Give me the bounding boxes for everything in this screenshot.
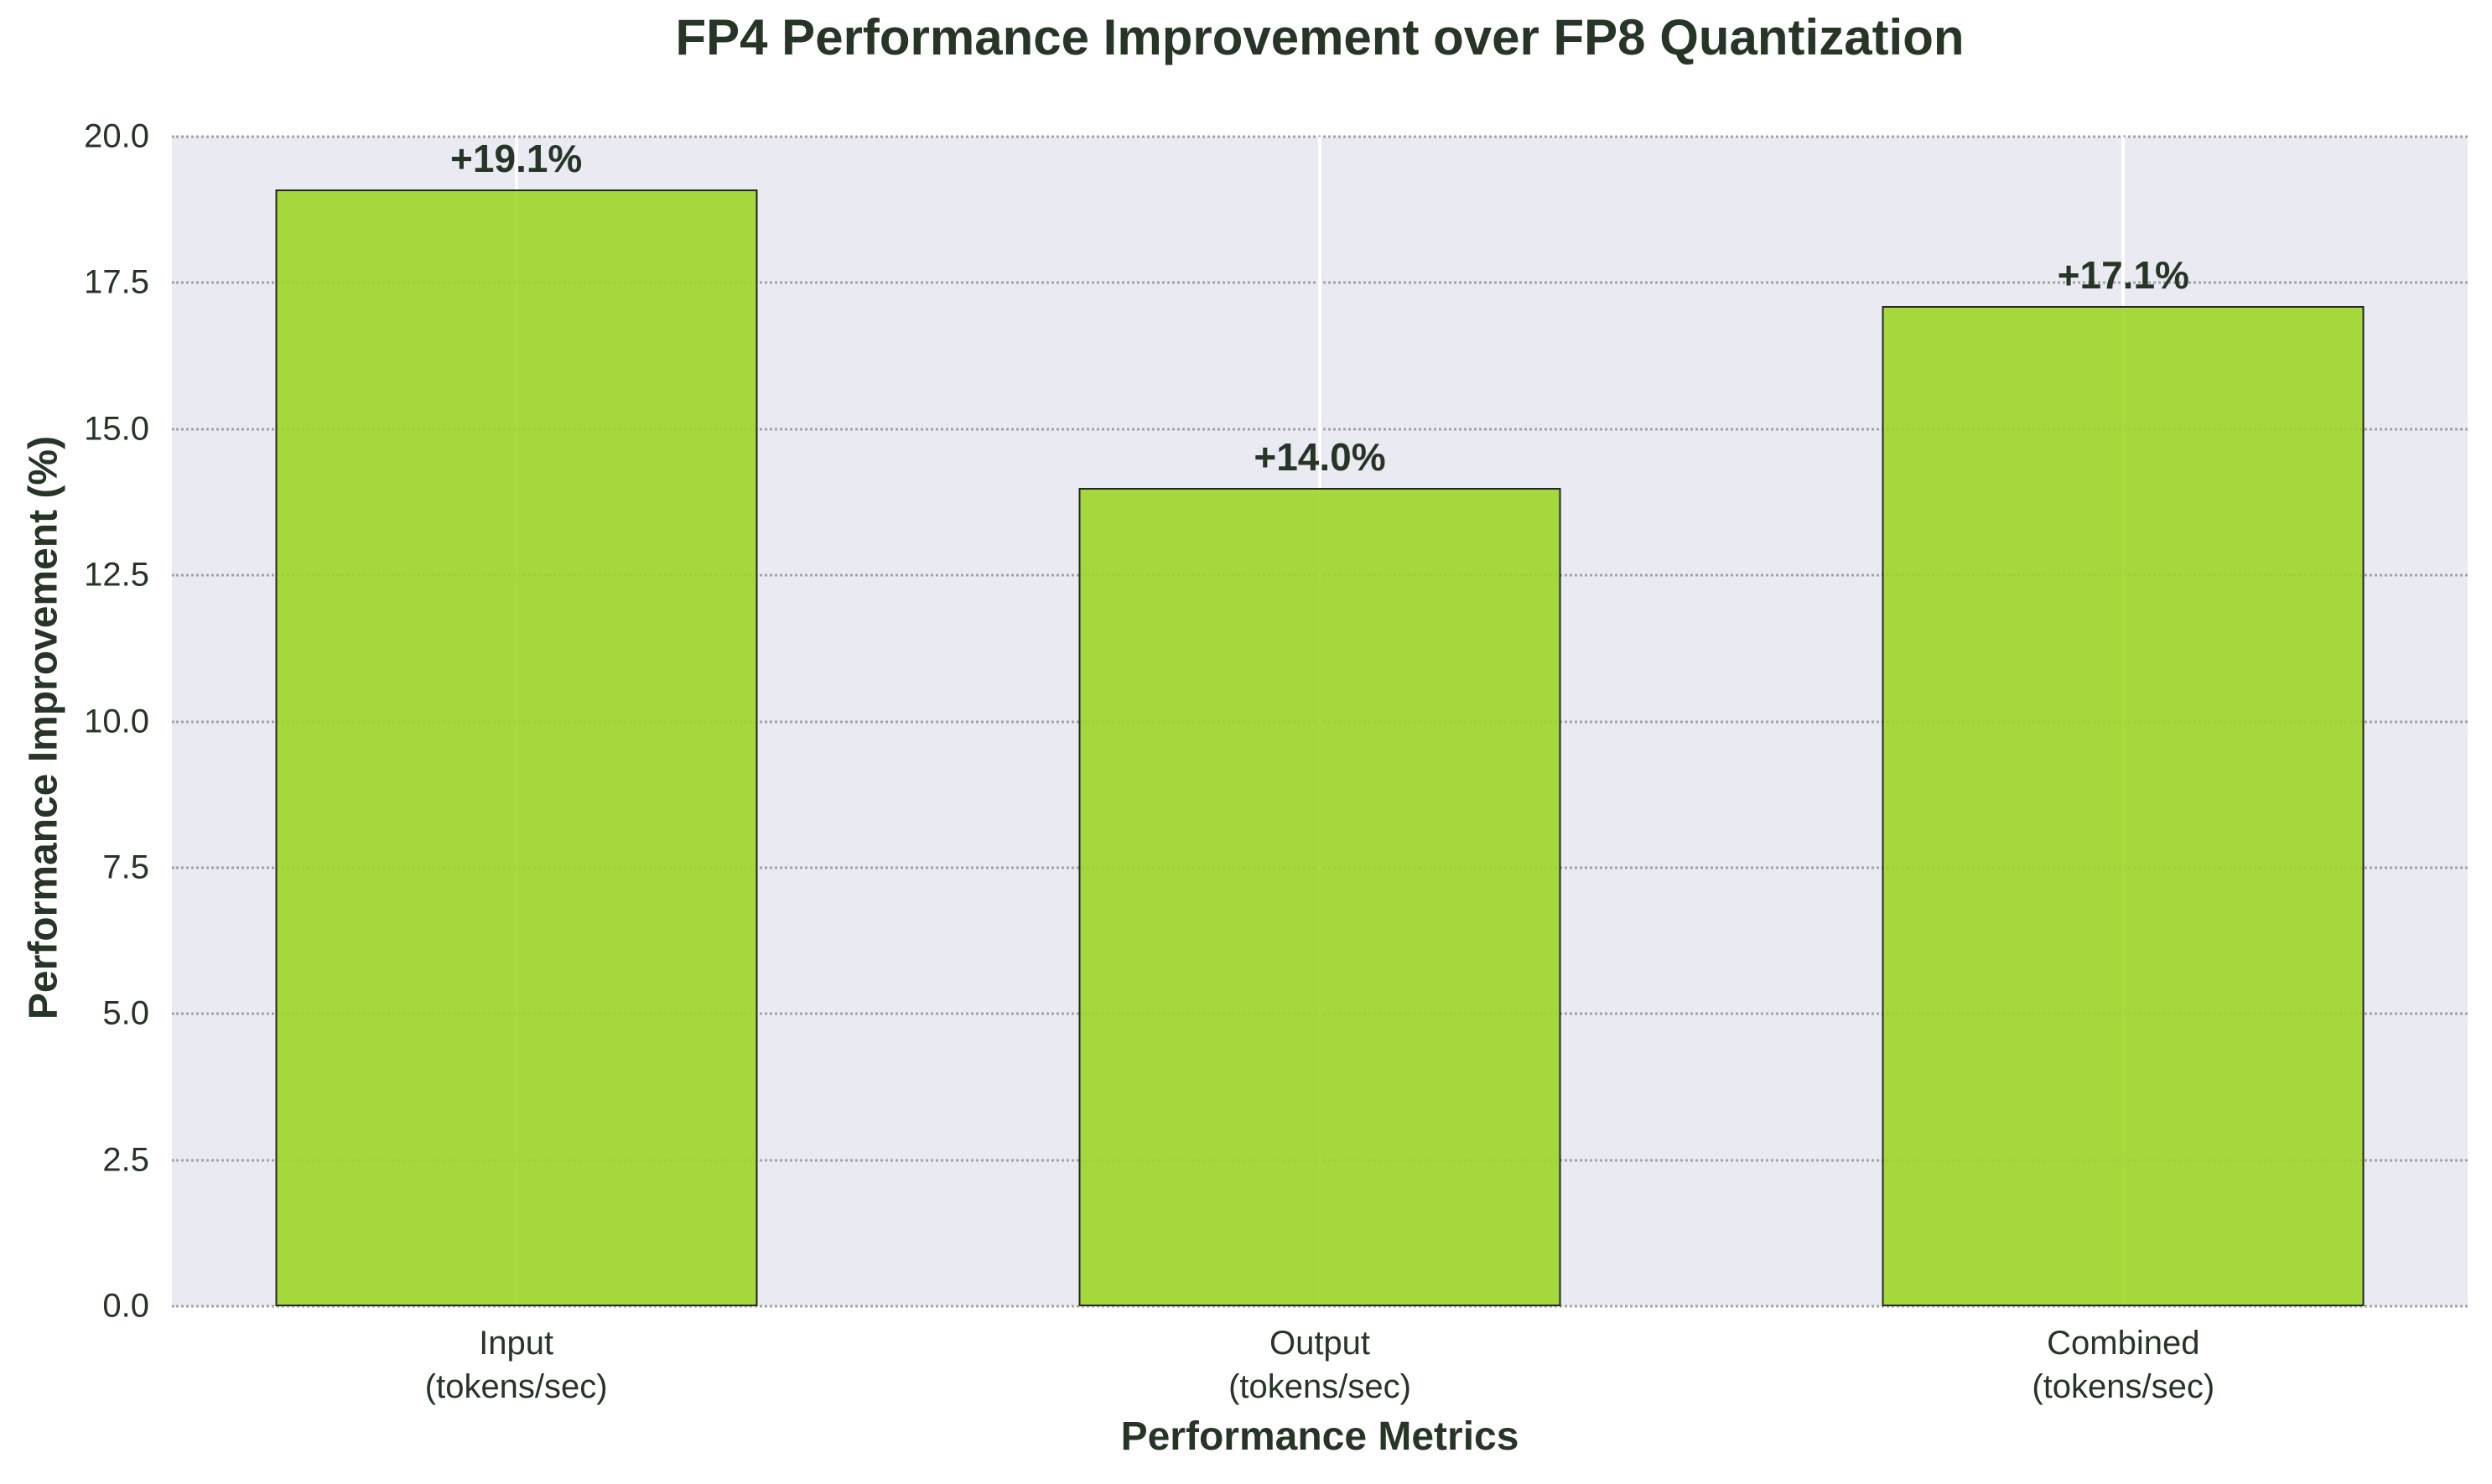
- y-tick-label: 5.0: [102, 994, 149, 1032]
- y-tick-label: 20.0: [84, 117, 149, 155]
- x-tick-label-input: Input (tokens/sec): [424, 1325, 608, 1405]
- bar-value-label-input: +19.1%: [450, 136, 583, 180]
- x-tick-label-output: Output (tokens/sec): [1228, 1325, 1411, 1405]
- chart-title: FP4 Performance Improvement over FP8 Qua…: [675, 9, 1965, 65]
- x-axis-label: Performance Metrics: [1120, 1414, 1519, 1459]
- y-tick-label: 12.5: [84, 556, 149, 594]
- h-gridline-0.0: [172, 1305, 2468, 1308]
- y-tick-label: 7.5: [102, 848, 149, 886]
- plot-area: +19.1% +14.0% +17.1%: [172, 135, 2468, 1308]
- bar-output: [1078, 487, 1561, 1306]
- y-tick-label: 10.0: [84, 703, 149, 739]
- bar-value-label-combined: +17.1%: [2057, 253, 2189, 298]
- y-tick-label: 17.5: [84, 263, 149, 301]
- bar-input: [275, 189, 758, 1306]
- y-tick-label: 2.5: [102, 1141, 149, 1179]
- y-tick-label: 0.0: [102, 1287, 149, 1325]
- bar-value-label-output: +14.0%: [1254, 434, 1386, 479]
- bar-combined: [1882, 306, 2365, 1306]
- y-tick-label: 15.0: [84, 410, 149, 448]
- x-tick-label-combined: Combined (tokens/sec): [2032, 1325, 2215, 1405]
